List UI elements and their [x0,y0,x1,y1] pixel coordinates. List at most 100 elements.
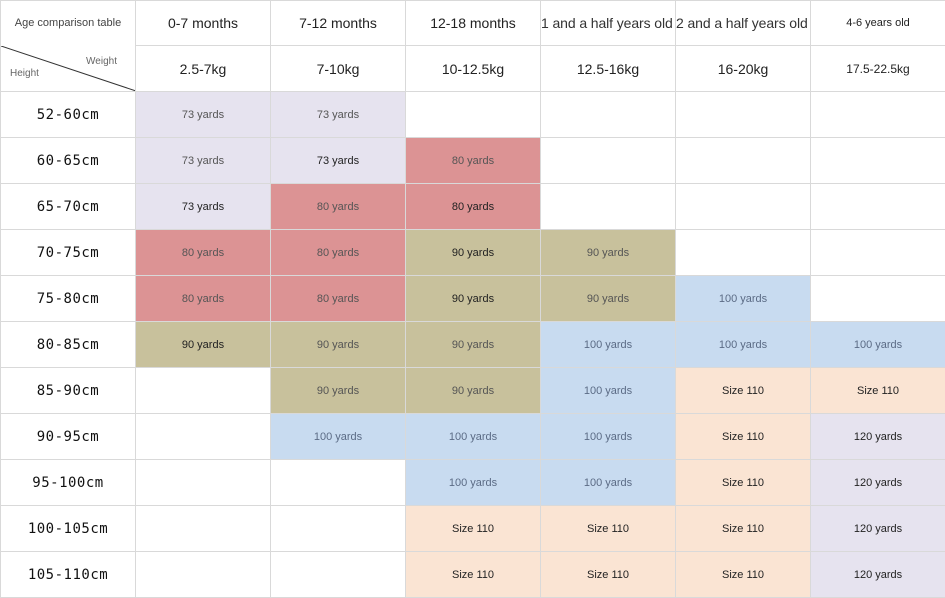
table-title: Age comparison table [1,1,136,46]
size-cell: 80 yards [406,184,541,230]
size-cell: Size 110 [676,552,811,598]
size-cell [136,414,271,460]
size-cell: 80 yards [136,276,271,322]
height-label: 52-60cm [1,92,136,138]
weight-header-row: Weight Height 2.5-7kg 7-10kg 10-12.5kg 1… [1,46,945,92]
size-cell: 80 yards [136,230,271,276]
height-label: 80-85cm [1,322,136,368]
size-cell: 90 yards [541,276,676,322]
table-row: 90-95cm 100 yards 100 yards 100 yards Si… [1,414,945,460]
age-header-cell: 2 and a half years old -5 years old-- [676,1,811,46]
size-cell: 100 yards [541,414,676,460]
size-cell: 100 yards [541,322,676,368]
size-cell [541,184,676,230]
table-row: 52-60cm 73 yards 73 yards [1,92,945,138]
size-cell [811,276,945,322]
table-row: 85-90cm 90 yards 90 yards 100 yards Size… [1,368,945,414]
age-header-cell: 7-12 months [271,1,406,46]
height-label: 65-70cm [1,184,136,230]
table-row: 95-100cm 100 yards 100 yards Size 110 12… [1,460,945,506]
size-cell [136,506,271,552]
size-cell: Size 110 [676,368,811,414]
size-cell [136,552,271,598]
height-axis-label: Height [10,68,39,79]
size-cell: 100 yards [406,460,541,506]
size-cell: 120 yards [811,552,945,598]
size-cell: Size 110 [811,368,945,414]
table-row: 65-70cm 73 yards 80 yards 80 yards [1,184,945,230]
size-cell: 90 yards [406,368,541,414]
size-cell [676,230,811,276]
size-cell: 100 yards [406,414,541,460]
size-cell: Size 110 [676,460,811,506]
size-cell: 73 yards [271,138,406,184]
size-cell: 90 yards [271,368,406,414]
age-header-cell: 12-18 months [406,1,541,46]
size-cell: 120 yards [811,460,945,506]
size-cell [136,460,271,506]
age-header-cell: 0-7 months [136,1,271,46]
weight-header-cell: 10-12.5kg [406,46,541,92]
height-label: 105-110cm [1,552,136,598]
size-cell: 100 yards [541,368,676,414]
size-cell [676,184,811,230]
age-header-cell: 1 and a half years old -2 and a half yea… [541,1,676,46]
size-cell: 90 yards [136,322,271,368]
size-cell: 73 yards [136,92,271,138]
size-cell: 90 yards [541,230,676,276]
size-cell: Size 110 [541,552,676,598]
size-cell: Size 110 [676,506,811,552]
weight-header-cell: 7-10kg [271,46,406,92]
size-cell: 90 yards [406,276,541,322]
size-cell: 90 yards [406,230,541,276]
size-cell [541,92,676,138]
size-cell: 80 yards [406,138,541,184]
corner-header-cell: Weight Height [1,46,136,92]
height-label: 60-65cm [1,138,136,184]
size-cell: 90 yards [406,322,541,368]
size-cell [541,138,676,184]
size-cell: 100 yards [271,414,406,460]
size-cell: 80 yards [271,184,406,230]
table-row: 100-105cm Size 110 Size 110 Size 110 120… [1,506,945,552]
size-cell: 100 yards [811,322,945,368]
table-row: 60-65cm 73 yards 73 yards 80 yards [1,138,945,184]
weight-header-cell: 16-20kg [676,46,811,92]
size-cell [811,92,945,138]
size-cell: Size 110 [676,414,811,460]
size-cell [811,184,945,230]
table-row: 75-80cm 80 yards 80 yards 90 yards 90 ya… [1,276,945,322]
size-cell: 120 yards [811,506,945,552]
size-cell [811,138,945,184]
size-cell: 90 yards [271,322,406,368]
size-cell [811,230,945,276]
height-label: 95-100cm [1,460,136,506]
size-cell: Size 110 [541,506,676,552]
table-row: 80-85cm 90 yards 90 yards 90 yards 100 y… [1,322,945,368]
size-cell: 73 yards [136,138,271,184]
age-header-row: Age comparison table 0-7 months 7-12 mon… [1,1,945,46]
size-cell [271,460,406,506]
size-cell: 80 yards [271,276,406,322]
size-cell: 100 yards [541,460,676,506]
weight-header-cell: 17.5-22.5kg [811,46,945,92]
size-cell: 73 yards [271,92,406,138]
size-cell: 100 yards [676,276,811,322]
height-label: 100-105cm [1,506,136,552]
size-cell: 120 yards [811,414,945,460]
size-cell [271,552,406,598]
size-cell: Size 110 [406,506,541,552]
height-label: 85-90cm [1,368,136,414]
size-cell: Size 110 [406,552,541,598]
size-cell [676,92,811,138]
size-cell [136,368,271,414]
size-cell: 80 yards [271,230,406,276]
weight-header-cell: 12.5-16kg [541,46,676,92]
size-cell: 73 yards [136,184,271,230]
weight-header-cell: 2.5-7kg [136,46,271,92]
size-cell: 100 yards [676,322,811,368]
table-row: 105-110cm Size 110 Size 110 Size 110 120… [1,552,945,598]
size-cell [676,138,811,184]
